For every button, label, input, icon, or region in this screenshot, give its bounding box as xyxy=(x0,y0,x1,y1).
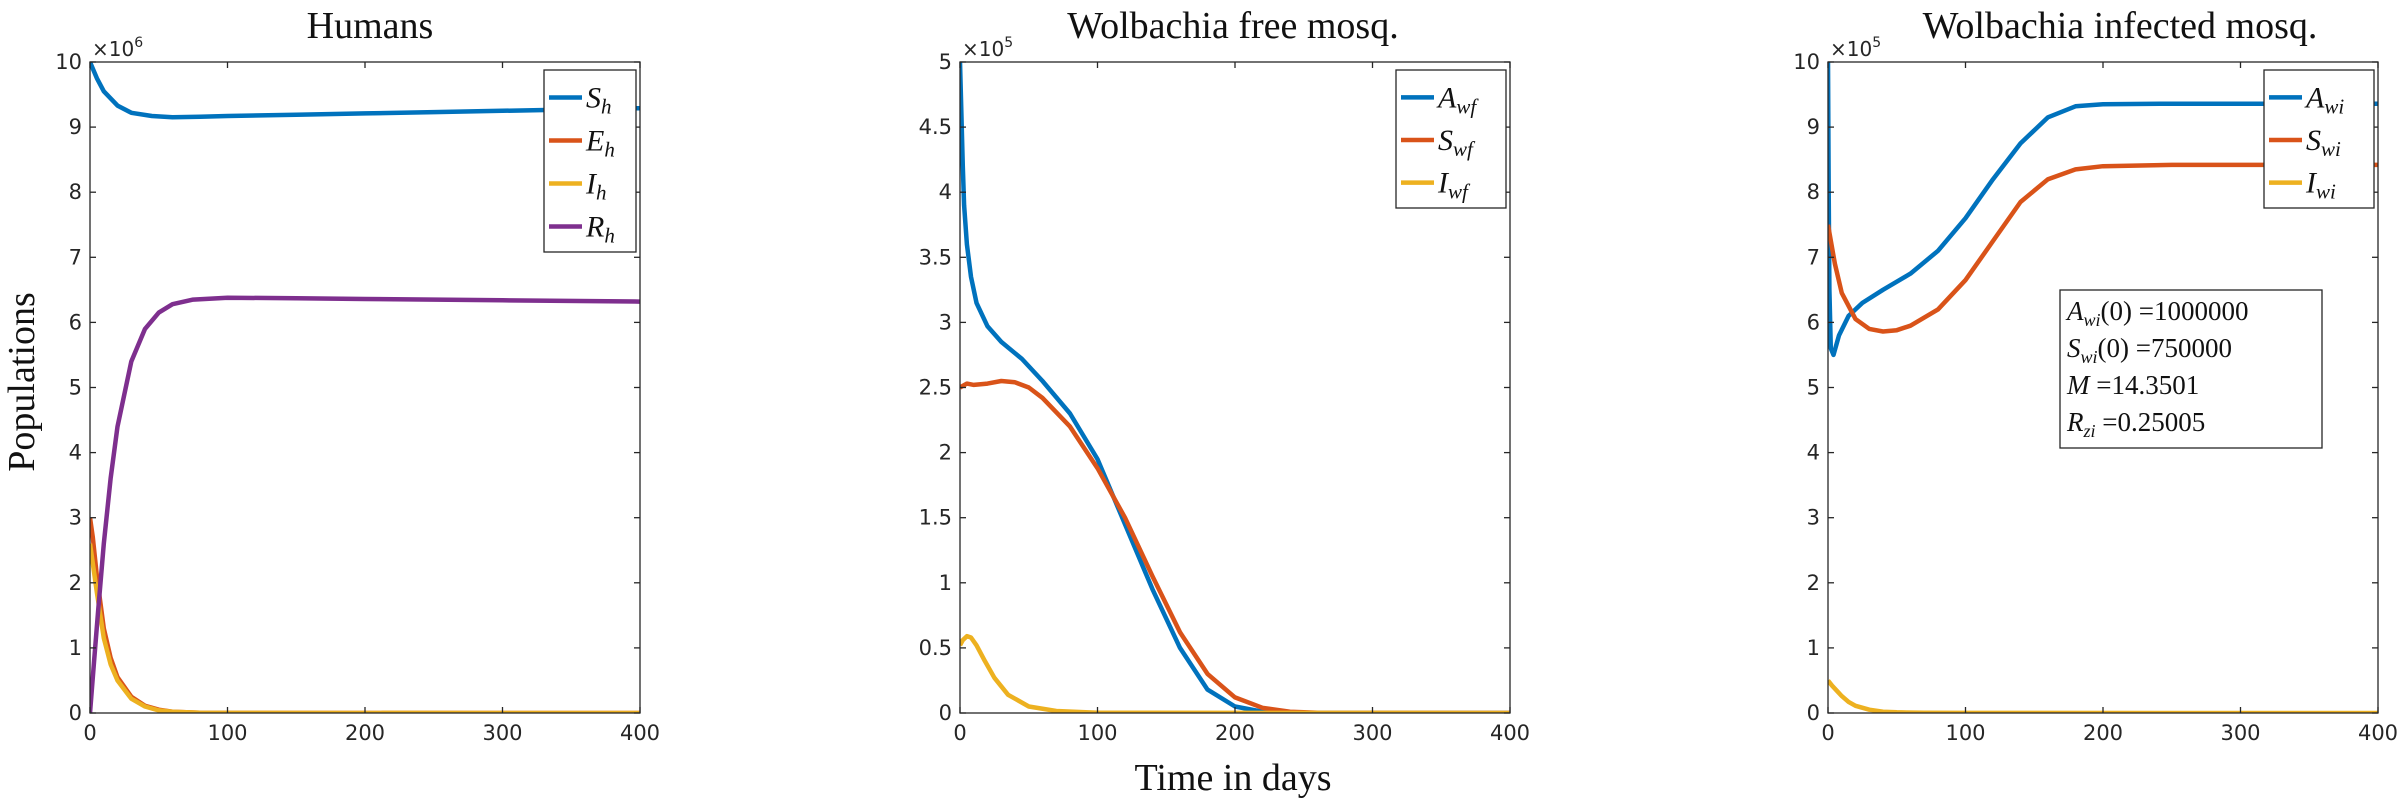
y-tick-label: 4 xyxy=(939,180,952,204)
y-tick-label: 2.5 xyxy=(919,376,952,400)
chart-title: Wolbachia infected mosq. xyxy=(1923,5,2318,47)
x-tick-label: 300 xyxy=(2220,721,2260,745)
x-tick-label: 200 xyxy=(345,721,385,745)
x-tick-label: 0 xyxy=(953,721,966,745)
y-axis-label: Populations xyxy=(1,292,43,471)
y-exponent-label: ×105 xyxy=(1830,35,1881,61)
legend-label: Awf xyxy=(1436,81,1479,118)
legend: Awi Swi Iwi xyxy=(2263,69,2375,209)
y-tick-label: 4.5 xyxy=(919,115,952,139)
legend-label: Ih xyxy=(585,168,607,205)
y-tick-label: 1 xyxy=(939,571,952,595)
y-tick-label: 1 xyxy=(69,636,82,660)
x-tick-label: 100 xyxy=(1077,721,1117,745)
y-tick-label: 8 xyxy=(69,180,82,204)
x-tick-label: 200 xyxy=(2083,721,2123,745)
x-tick-label: 400 xyxy=(620,721,660,745)
y-tick-label: 7 xyxy=(69,245,82,269)
annotation-line: Rzi =0.25005 xyxy=(2066,407,2205,441)
y-tick-label: 5 xyxy=(1807,376,1820,400)
annotation-line: M =14.3501 xyxy=(2066,370,2199,400)
y-tick-label: 3.5 xyxy=(919,245,952,269)
chart-title: Wolbachia free mosq. xyxy=(1067,5,1398,47)
legend-label: Iwi xyxy=(2305,167,2336,204)
chart-title: Humans xyxy=(307,5,434,47)
y-exponent-label: ×106 xyxy=(92,35,143,61)
series-line-s-wi xyxy=(1828,162,2378,334)
x-tick-label: 0 xyxy=(83,721,96,745)
x-tick-label: 100 xyxy=(207,721,247,745)
y-tick-label: 3 xyxy=(69,506,82,530)
legend-label: Awi xyxy=(2304,81,2344,118)
x-tick-label: 400 xyxy=(1490,721,1530,745)
y-tick-label: 3 xyxy=(939,310,952,334)
y-tick-label: 2 xyxy=(69,571,82,595)
y-tick-label: 10 xyxy=(1793,50,1820,74)
x-axis-label: Time in days xyxy=(1134,757,1331,799)
x-tick-label: 400 xyxy=(2358,721,2398,745)
x-tick-label: 300 xyxy=(482,721,522,745)
y-tick-label: 5 xyxy=(69,376,82,400)
legend-label: Rh xyxy=(585,211,615,248)
x-tick-label: 300 xyxy=(1352,721,1392,745)
legend-label: Swi xyxy=(2306,124,2341,161)
series-line-a-wi xyxy=(1828,62,2378,358)
legend-label: Swf xyxy=(1438,124,1476,161)
y-tick-label: 8 xyxy=(1807,180,1820,204)
y-tick-label: 10 xyxy=(55,50,82,74)
y-tick-label: 2 xyxy=(1807,571,1820,595)
y-tick-label: 0 xyxy=(69,701,82,725)
y-tick-label: 0 xyxy=(939,701,952,725)
series-line-i-wf xyxy=(960,633,1510,713)
y-tick-label: 0.5 xyxy=(919,636,952,660)
y-tick-label: 7 xyxy=(1807,245,1820,269)
series-line-s-h xyxy=(90,62,640,120)
y-exponent-label: ×105 xyxy=(962,35,1013,61)
x-tick-label: 0 xyxy=(1821,721,1834,745)
y-tick-label: 1.5 xyxy=(919,506,952,530)
legend-label: Iwf xyxy=(1437,167,1471,204)
y-tick-label: 2 xyxy=(939,441,952,465)
y-tick-label: 1 xyxy=(1807,636,1820,660)
legend: Awf Swf Iwf xyxy=(1395,69,1507,209)
legend-label: Eh xyxy=(585,125,615,162)
y-tick-label: 6 xyxy=(69,310,82,334)
annotation-line: Awi(0) =1000000 xyxy=(2065,296,2248,330)
y-tick-label: 9 xyxy=(69,115,82,139)
y-tick-label: 3 xyxy=(1807,506,1820,530)
y-tick-label: 0 xyxy=(1807,701,1820,725)
legend: Sh Eh Ih Rh xyxy=(543,69,637,253)
chart-humans: Humans Populations 0 100 200 300 400 0 1 2 3 4 5 6 7… xyxy=(1,5,660,745)
y-tick-label: 6 xyxy=(1807,310,1820,334)
y-tick-label: 9 xyxy=(1807,115,1820,139)
chart-wolbachia-infected: Wolbachia infected mosq. 0 100 200 300 400 0 1… xyxy=(1793,5,2398,745)
x-tick-label: 200 xyxy=(1215,721,1255,745)
chart-wolbachia-free: Wolbachia free mosq. Time in days 0 100 20… xyxy=(919,5,1530,799)
series-line-a-wf xyxy=(960,62,1510,713)
annotation-line: Swi(0) =750000 xyxy=(2067,333,2232,367)
x-tick-label: 100 xyxy=(1945,721,1985,745)
legend-label: Sh xyxy=(586,82,612,119)
y-tick-label: 5 xyxy=(939,50,952,74)
y-tick-label: 4 xyxy=(69,441,82,465)
series-line-r-h xyxy=(90,295,640,713)
series-line-s-wf xyxy=(960,378,1510,713)
y-tick-label: 4 xyxy=(1807,441,1820,465)
